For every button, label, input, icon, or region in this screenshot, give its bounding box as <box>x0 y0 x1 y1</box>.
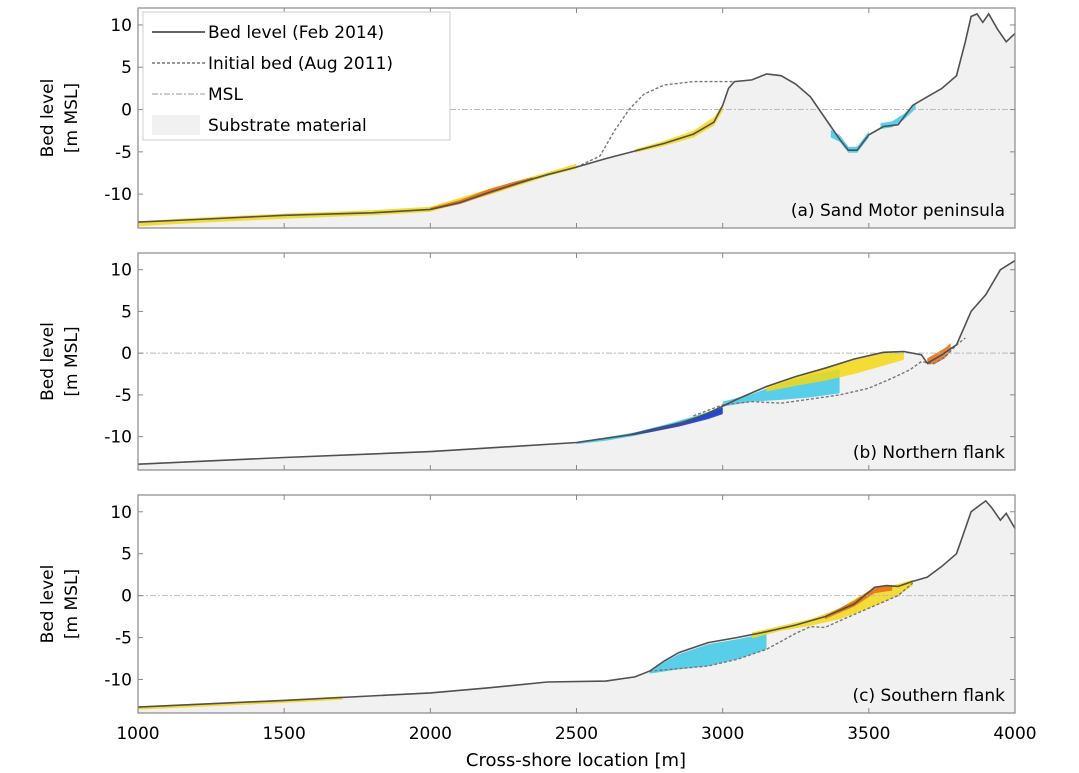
y-axis-label: Bed level [m MSL] <box>38 79 82 158</box>
panel-annotation: (b) Northern flank <box>853 443 1005 463</box>
x-tick-label: 4000 <box>993 724 1036 744</box>
panel-annotation: (a) Sand Motor peninsula <box>791 201 1005 221</box>
y-tick-label: 0 <box>121 587 132 607</box>
y-tick-label: -10 <box>104 185 132 205</box>
bed-level-line <box>138 259 1015 465</box>
y-tick-label: 5 <box>121 302 132 322</box>
x-tick-label: 3500 <box>847 724 890 744</box>
panel-plot-area <box>138 499 1015 713</box>
bed-level-line <box>138 12 1015 223</box>
y-tick-label: 5 <box>121 545 132 565</box>
y-tick-label: 10 <box>110 261 132 281</box>
y-tick-label: -5 <box>115 386 132 406</box>
y-tick-label: 0 <box>121 101 132 121</box>
y-tick-label: 10 <box>110 503 132 523</box>
y-tick-label: 0 <box>121 344 132 364</box>
bed-level-line <box>138 499 1015 708</box>
initial-bed-line <box>693 337 966 417</box>
legend-label: Initial bed (Aug 2011) <box>208 54 393 74</box>
y-axis-label-line: Bed level <box>38 322 58 401</box>
x-tick-label: 3000 <box>701 724 744 744</box>
y-axis-label-line: Bed level <box>38 79 58 158</box>
substrate-area <box>138 260 1015 470</box>
initial-bed-line <box>576 80 735 168</box>
y-axis-label: Bed level [m MSL] <box>38 322 82 401</box>
y-tick-label: 5 <box>121 58 132 78</box>
legend-label: MSL <box>208 85 243 105</box>
legend: Bed level (Feb 2014) Initial bed (Aug 201… <box>142 11 451 141</box>
legend-item-msl: MSL <box>152 85 243 105</box>
panel-1: 10 5 0 -5 -10 Bed level [m MSL] (a) Sand Motor … <box>38 7 1016 229</box>
panel-3: 10 5 0 -5 -10 Bed level [m MSL] (c) Southern fl… <box>38 494 1037 744</box>
legend-item-sub: Substrate material <box>152 115 367 136</box>
change-band-5 <box>880 102 916 129</box>
y-axis-label-line: [m MSL] <box>62 326 82 396</box>
x-tick-label: 2000 <box>409 724 452 744</box>
substrate-area <box>138 500 1015 713</box>
panel-plot-area <box>138 259 1015 470</box>
y-axis-label: Bed level [m MSL] <box>38 565 82 644</box>
change-band-4 <box>825 584 893 620</box>
change-band-4 <box>766 351 904 392</box>
y-tick-label: -10 <box>104 428 132 448</box>
legend-item-bed: Bed level (Feb 2014) <box>152 23 384 43</box>
legend-item-init: Initial bed (Aug 2011) <box>152 54 393 74</box>
x-axis-label: Cross-shore location [m] <box>466 750 686 771</box>
legend-swatch <box>152 115 200 135</box>
y-axis-label-line: Bed level <box>38 565 58 644</box>
legend-label: Substrate material <box>208 116 367 136</box>
y-tick-label: -5 <box>115 143 132 163</box>
x-tick-label: 1000 <box>116 724 159 744</box>
change-band-2 <box>629 407 723 436</box>
y-tick-label: -5 <box>115 629 132 649</box>
y-tick-label: -10 <box>104 670 132 690</box>
substrate-area <box>138 13 1015 228</box>
change-band-3 <box>635 104 723 153</box>
x-tick-label: 1500 <box>263 724 306 744</box>
change-band-2 <box>430 177 533 211</box>
y-axis-label-line: [m MSL] <box>62 569 82 639</box>
y-tick-label: 10 <box>110 16 132 36</box>
initial-bed-line <box>649 582 914 672</box>
x-tick-label: 2500 <box>555 724 598 744</box>
y-axis-label-line: [m MSL] <box>62 83 82 153</box>
change-band-2 <box>649 633 767 674</box>
panel-2: 10 5 0 -5 -10 Bed level [m MSL] (b) Northern fl… <box>38 252 1016 471</box>
legend-label: Bed level (Feb 2014) <box>208 23 384 43</box>
panel-annotation: (c) Southern flank <box>853 686 1006 706</box>
